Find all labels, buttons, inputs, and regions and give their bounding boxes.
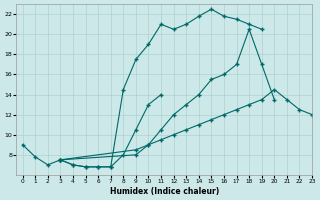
X-axis label: Humidex (Indice chaleur): Humidex (Indice chaleur) <box>109 187 219 196</box>
